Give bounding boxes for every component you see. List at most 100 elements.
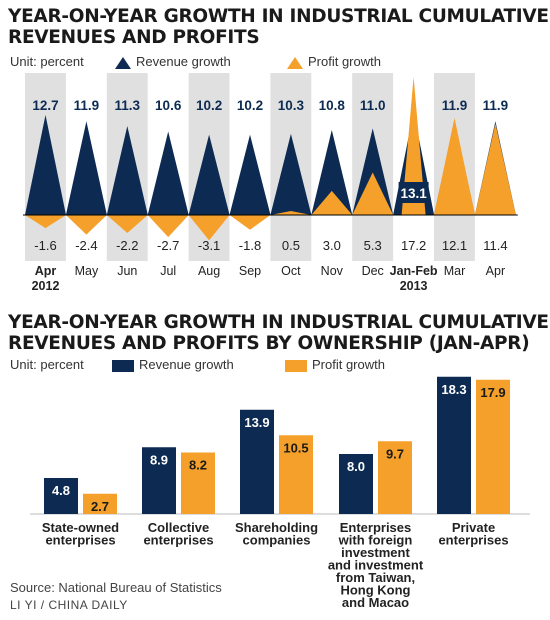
profit-triangle bbox=[434, 117, 475, 215]
revenue-value-label: 11.9 bbox=[483, 98, 509, 113]
profit-triangle bbox=[65, 215, 107, 235]
revenue-value-label: 10.2 bbox=[237, 98, 263, 113]
revenue-value-label: 10.8 bbox=[319, 98, 346, 113]
profit-value-label: -3.1 bbox=[198, 238, 220, 253]
revenue-triangle bbox=[25, 115, 66, 215]
source-note: Source: National Bureau of Statistics bbox=[10, 580, 222, 595]
month-tick-label: Dec bbox=[362, 264, 384, 278]
category-label: Hong Kong bbox=[340, 583, 410, 598]
month-tick-label: Nov bbox=[321, 264, 344, 278]
revenue-value-label: 10.3 bbox=[278, 98, 305, 113]
revenue-value-label: 11.9 bbox=[74, 98, 100, 113]
month-tick-label: Oct bbox=[281, 264, 301, 278]
revenue-triangle bbox=[352, 128, 394, 215]
revenue-bar bbox=[339, 454, 373, 514]
profit-bar bbox=[83, 493, 117, 514]
revenue-label-box bbox=[398, 182, 429, 203]
category-label: enterprises bbox=[143, 533, 213, 548]
revenue-bar-label: 8.0 bbox=[347, 459, 365, 474]
profit-triangle bbox=[147, 215, 189, 238]
profit-value-label: 11.4 bbox=[483, 238, 507, 253]
profit-value-label: 17.2 bbox=[401, 238, 426, 253]
chart2-title: YEAR-ON-YEAR GROWTH IN INDUSTRIAL CUMULA… bbox=[8, 312, 549, 354]
chart1-unit: Unit: percent bbox=[10, 54, 84, 69]
revenue-triangle bbox=[188, 134, 230, 215]
year-tick-label: 2013 bbox=[400, 279, 428, 293]
chart2-legend-profit: Profit growth bbox=[312, 357, 385, 372]
profit-value-label: -1.6 bbox=[34, 238, 56, 253]
month-tick-label: May bbox=[75, 264, 99, 278]
category-label: and Macao bbox=[342, 595, 409, 610]
revenue-value-label: 10.6 bbox=[155, 98, 182, 113]
revenue-legend-icon bbox=[115, 57, 131, 69]
chart2-legend-revenue: Revenue growth bbox=[139, 357, 234, 372]
profit-value-label: 0.5 bbox=[282, 238, 300, 253]
month-tick-label: Apr bbox=[35, 264, 57, 278]
profit-bar-label: 9.7 bbox=[386, 446, 404, 461]
revenue-value-label: 11.0 bbox=[360, 98, 386, 113]
revenue-value-label: 12.7 bbox=[32, 98, 58, 113]
category-label: and investment bbox=[328, 558, 424, 573]
profit-bar-label: 17.9 bbox=[480, 385, 505, 400]
revenue-value-label: 11.3 bbox=[115, 98, 141, 113]
profit-value-label: 12.1 bbox=[442, 238, 467, 253]
profit-bar bbox=[476, 379, 510, 514]
revenue-bar-label: 8.9 bbox=[150, 452, 168, 467]
profit-value-label: -1.8 bbox=[239, 238, 261, 253]
category-label: State-owned bbox=[42, 520, 119, 535]
profit-value-label: -2.7 bbox=[157, 238, 179, 253]
credit-note: LI YI / CHINA DAILY bbox=[10, 598, 128, 612]
profit-triangle bbox=[25, 215, 66, 229]
profit-bar bbox=[279, 435, 313, 514]
profit-triangle bbox=[106, 215, 148, 234]
profit-triangle bbox=[270, 210, 312, 215]
profit-value-label: 3.0 bbox=[323, 238, 341, 253]
category-label: enterprises bbox=[438, 533, 508, 548]
revenue-bar-label: 4.8 bbox=[52, 483, 70, 498]
profit-triangle bbox=[229, 215, 271, 230]
revenue-bar bbox=[240, 409, 274, 514]
profit-bar-label: 10.5 bbox=[283, 440, 308, 455]
profit-bar-label: 8.2 bbox=[189, 458, 207, 473]
revenue-value-label: 13.1 bbox=[400, 186, 427, 201]
profit-triangle bbox=[311, 190, 353, 215]
revenue-triangle bbox=[106, 126, 148, 215]
category-label: Shareholding bbox=[235, 520, 318, 535]
chart1-title: YEAR-ON-YEAR GROWTH IN INDUSTRIAL CUMULA… bbox=[8, 6, 549, 48]
revenue-triangle bbox=[229, 134, 271, 215]
year-tick-label: 2012 bbox=[32, 279, 60, 293]
revenue-triangle bbox=[270, 133, 312, 215]
profit-triangle bbox=[401, 77, 426, 215]
revenue-value-label: 11.9 bbox=[442, 98, 468, 113]
revenue-triangle bbox=[65, 121, 107, 215]
profit-legend-icon bbox=[287, 57, 303, 69]
chart2-unit: Unit: percent bbox=[10, 357, 84, 372]
profit-triangle bbox=[352, 172, 394, 215]
chart1-legend-profit: Profit growth bbox=[308, 54, 381, 69]
month-tick-label: Mar bbox=[444, 264, 466, 278]
profit-bar bbox=[181, 452, 215, 514]
revenue-bar bbox=[437, 376, 471, 514]
month-tick-label: Apr bbox=[486, 264, 505, 278]
category-label: companies bbox=[243, 533, 311, 548]
chart1-area: 12.7 11.9 11.3 10.6 10.2 10.2 10.3 10.8 11.0 13.1… bbox=[23, 73, 518, 293]
category-label: from Taiwan, bbox=[336, 570, 415, 585]
category-label: with foreign bbox=[338, 533, 413, 548]
profit-bar-label: 2.7 bbox=[91, 499, 109, 514]
profit-value-label: -2.4 bbox=[75, 238, 97, 253]
revenue-legend-swatch bbox=[112, 360, 134, 372]
month-tick-label: Aug bbox=[198, 264, 220, 278]
profit-legend-swatch bbox=[285, 360, 307, 372]
profit-triangle bbox=[474, 123, 516, 215]
month-tick-label: Jun bbox=[117, 264, 137, 278]
profit-triangle bbox=[188, 215, 230, 241]
profit-value-label: -2.2 bbox=[116, 238, 138, 253]
revenue-bar-label: 13.9 bbox=[244, 415, 269, 430]
category-label: Enterprises bbox=[340, 520, 412, 535]
profit-value-label: 5.3 bbox=[364, 238, 382, 253]
revenue-bar-label: 18.3 bbox=[441, 382, 466, 397]
revenue-bar bbox=[142, 447, 176, 514]
revenue-triangle bbox=[311, 129, 353, 215]
month-tick-label: Jan-Feb bbox=[390, 264, 438, 278]
